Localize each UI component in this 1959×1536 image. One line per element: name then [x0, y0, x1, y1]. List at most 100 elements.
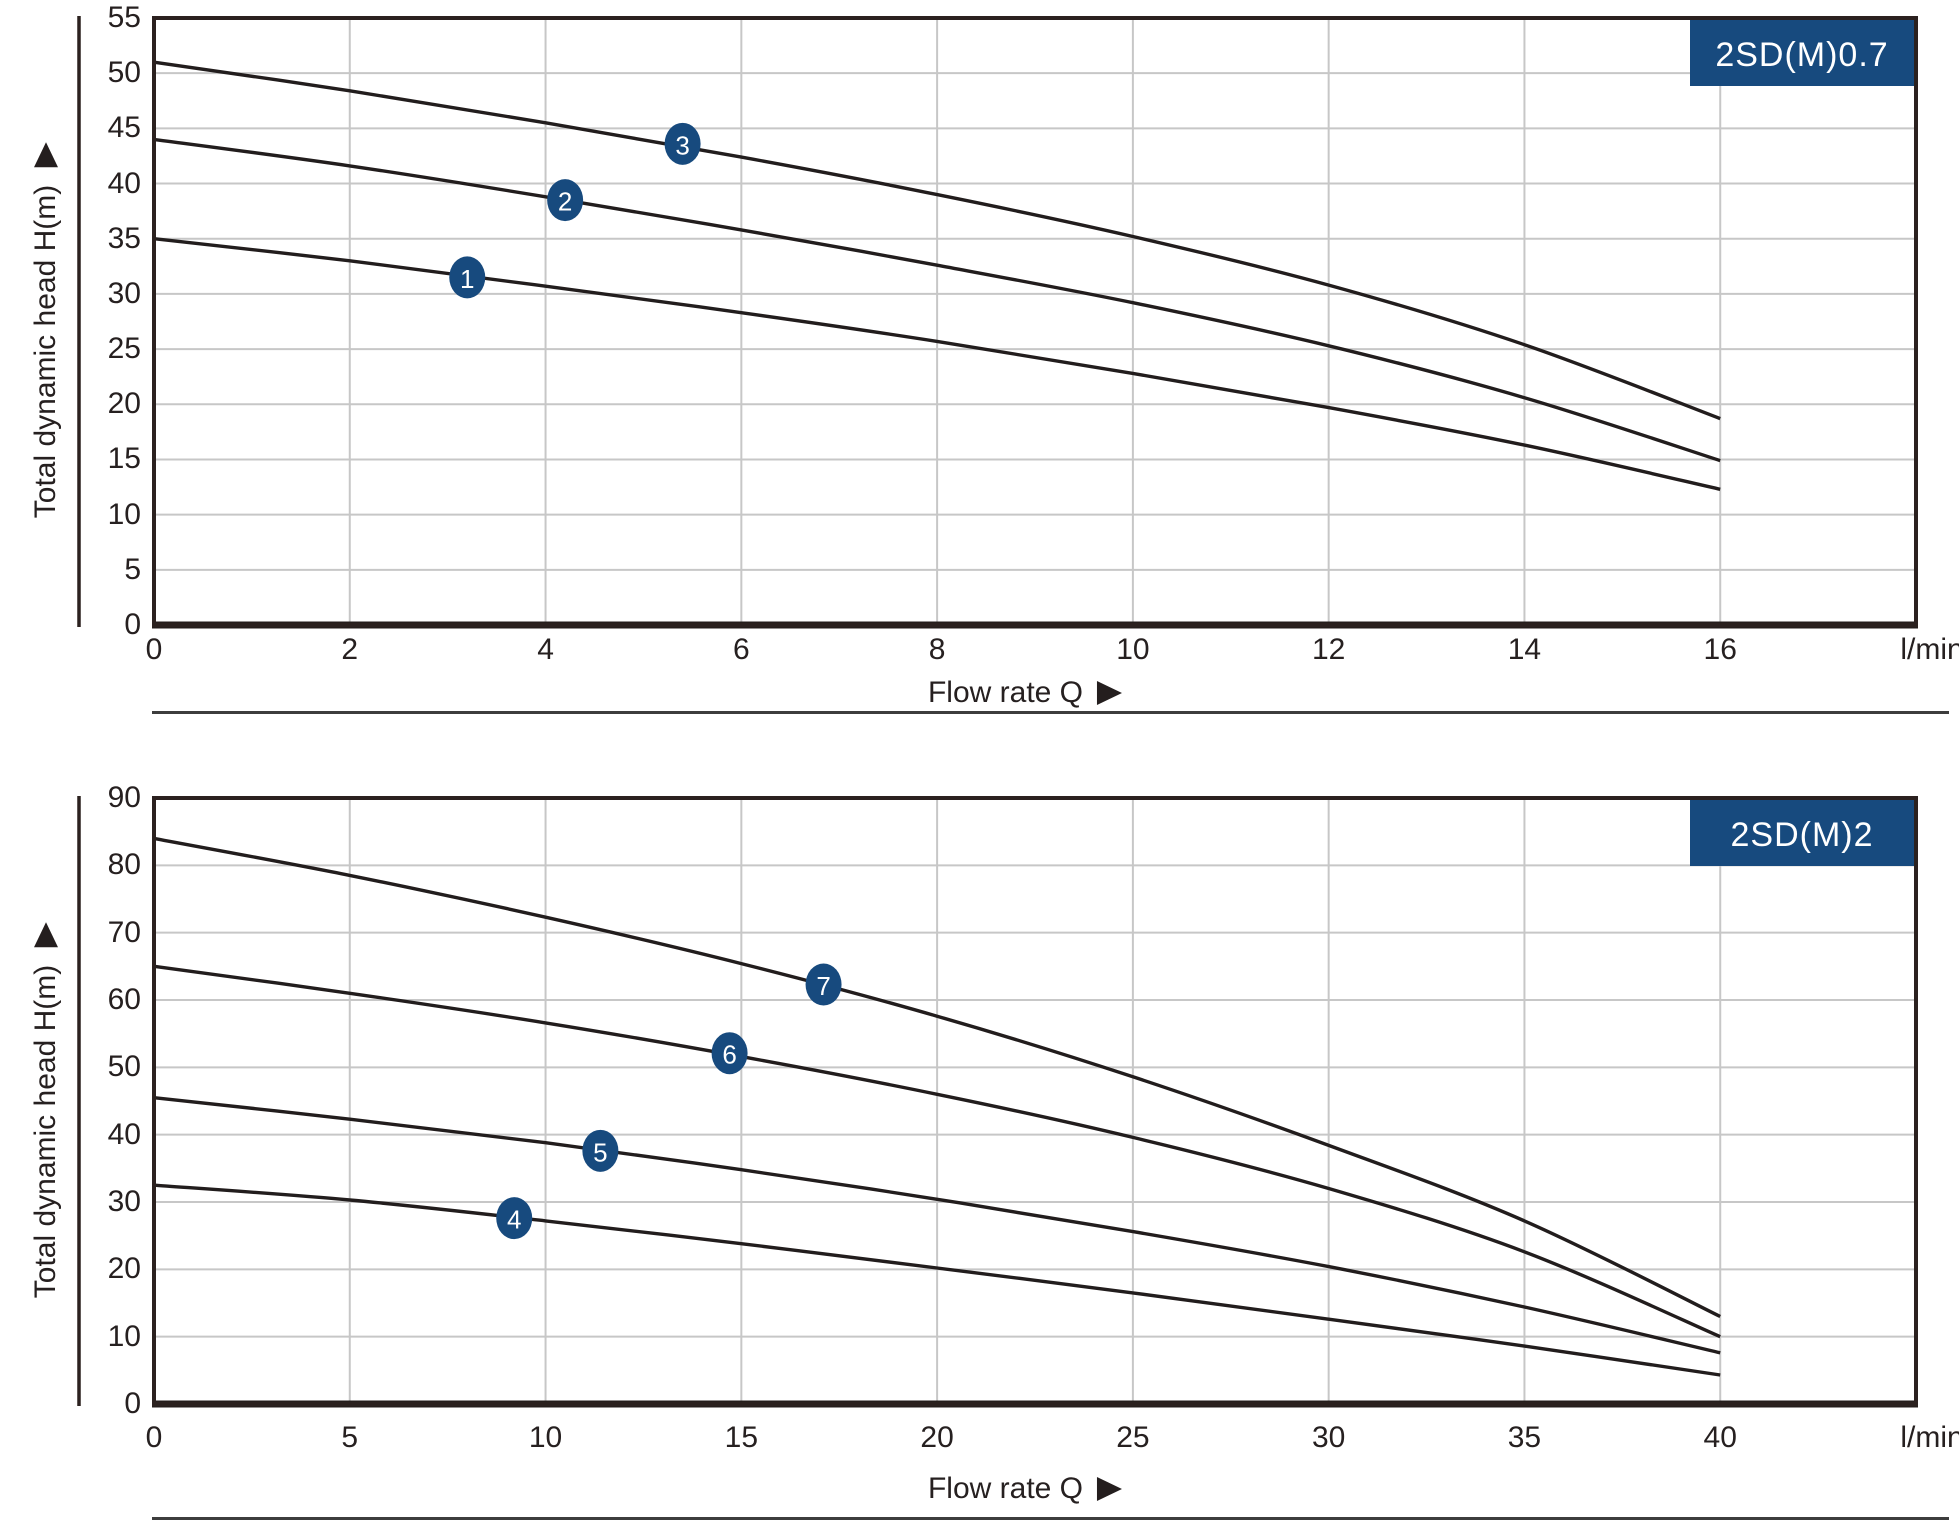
plot-border [152, 796, 1918, 1406]
y-tick-label: 25 [107, 332, 141, 366]
marker-dot [664, 122, 701, 165]
y-tick-label: 50 [107, 1050, 141, 1084]
curve-number-marker-7: 7 [805, 963, 842, 1006]
x-tick-label: 6 [732, 633, 750, 666]
model-badge-label: 2SD(M)0.7 [1715, 36, 1888, 74]
y-tick-label: 10 [107, 1319, 141, 1353]
marker-number: 7 [816, 971, 830, 1001]
x-tick-label: 15 [724, 1421, 759, 1454]
separator-line [152, 1517, 1949, 1520]
x-unit-label: l/min [1900, 1421, 1959, 1454]
x-axis-title-text: Flow rate Q [927, 676, 1084, 709]
up-arrow-icon [34, 921, 58, 947]
x-tick-label: 5 [341, 1421, 359, 1454]
y-axis-title: Total dynamic head H(m) [29, 921, 63, 1299]
curve-number-markers: 1 2 3 [449, 122, 701, 299]
x-tick-label: 16 [1703, 633, 1737, 666]
gridlines [154, 798, 1916, 1404]
curve-number-marker-6: 6 [711, 1032, 748, 1075]
curve-number-markers: 4 5 6 7 [496, 963, 842, 1240]
marker-dot [449, 256, 486, 299]
marker-number: 1 [460, 264, 474, 294]
y-tick-label: 90 [107, 781, 141, 814]
pump-curve-4 [153, 1183, 1721, 1377]
y-tick-label: 60 [107, 983, 141, 1016]
marker-number: 2 [558, 187, 572, 217]
y-tick-label: 40 [107, 1117, 141, 1151]
x-axis-title: Flow rate Q [927, 676, 1123, 710]
x-tick-label: 10 [1116, 633, 1150, 666]
curve-number-marker-2: 2 [547, 179, 584, 222]
y-tick-label: 45 [107, 111, 141, 145]
x-tick-label: 10 [528, 1421, 563, 1454]
y-tick-label: 20 [107, 1252, 141, 1286]
x-tick-label: 12 [1311, 633, 1346, 666]
y-tick-label: 70 [107, 915, 141, 949]
pump-curves [153, 836, 1721, 1377]
pump-curve-2 [153, 137, 1721, 463]
y-tick-label: 50 [107, 56, 141, 90]
y-axis-title-text: Total dynamic head H(m) [29, 964, 62, 1299]
curve-number-marker-4: 4 [496, 1197, 533, 1240]
right-arrow-icon [1097, 681, 1123, 705]
model-badge: 2SD(M)0.7 [1690, 20, 1914, 86]
separator-line [152, 711, 1949, 714]
y-tick-label: 80 [107, 848, 141, 882]
x-tick-label: 30 [1311, 1421, 1346, 1454]
right-arrow-icon [1097, 1477, 1123, 1501]
marker-number: 3 [675, 130, 689, 160]
pump-curve-1 [153, 237, 1721, 491]
y-tick-label: 0 [124, 1387, 141, 1420]
y-tick-label: 20 [107, 387, 141, 421]
x-tick-label: 20 [920, 1421, 954, 1454]
x-unit-label: l/min [1900, 633, 1959, 666]
x-tick-label: 4 [537, 633, 554, 666]
marker-number: 6 [722, 1040, 736, 1070]
x-tick-label: 2 [341, 633, 359, 666]
marker-number: 5 [593, 1137, 607, 1167]
x-tick-label: 8 [928, 633, 946, 666]
curve-number-marker-3: 3 [664, 122, 701, 165]
marker-dot [582, 1129, 619, 1172]
gridlines [154, 18, 1916, 625]
pump-curves [153, 60, 1721, 491]
x-tick-label: 14 [1507, 633, 1542, 666]
plot-border [152, 16, 1918, 627]
marker-number: 4 [507, 1205, 521, 1235]
pump-curve-5 [153, 1095, 1721, 1355]
x-tick-label: 0 [145, 633, 163, 666]
pump-curve-3 [153, 60, 1721, 421]
x-tick-label: 25 [1116, 1421, 1150, 1454]
marker-dot [496, 1197, 533, 1240]
curve-number-marker-1: 1 [449, 256, 486, 299]
model-badge-background [1690, 800, 1914, 866]
y-tick-label: 30 [107, 1185, 141, 1218]
y-tick-label: 40 [107, 166, 141, 200]
x-tick-label: 40 [1703, 1421, 1737, 1454]
model-badge-label: 2SD(M)2 [1730, 816, 1873, 854]
curve-number-marker-5: 5 [582, 1129, 619, 1172]
marker-dot [805, 963, 842, 1006]
model-badge: 2SD(M)2 [1690, 800, 1914, 866]
x-tick-label: 35 [1507, 1421, 1542, 1454]
marker-dot [547, 179, 584, 222]
x-axis-title: Flow rate Q [927, 1472, 1123, 1506]
y-tick-label: 5 [124, 552, 141, 586]
pump-curve-6 [153, 964, 1721, 1339]
y-tick-label: 10 [107, 497, 141, 531]
x-axis-title-text: Flow rate Q [927, 1472, 1084, 1505]
marker-dot [711, 1032, 748, 1075]
pump-curve-7 [153, 836, 1721, 1319]
y-tick-label: 15 [107, 442, 141, 476]
y-tick-label: 55 [107, 1, 141, 34]
y-tick-label: 30 [107, 276, 141, 310]
y-tick-label: 35 [107, 221, 141, 255]
model-badge-background [1690, 20, 1914, 86]
x-tick-label: 0 [145, 1421, 163, 1454]
y-tick-label: 0 [124, 608, 141, 641]
